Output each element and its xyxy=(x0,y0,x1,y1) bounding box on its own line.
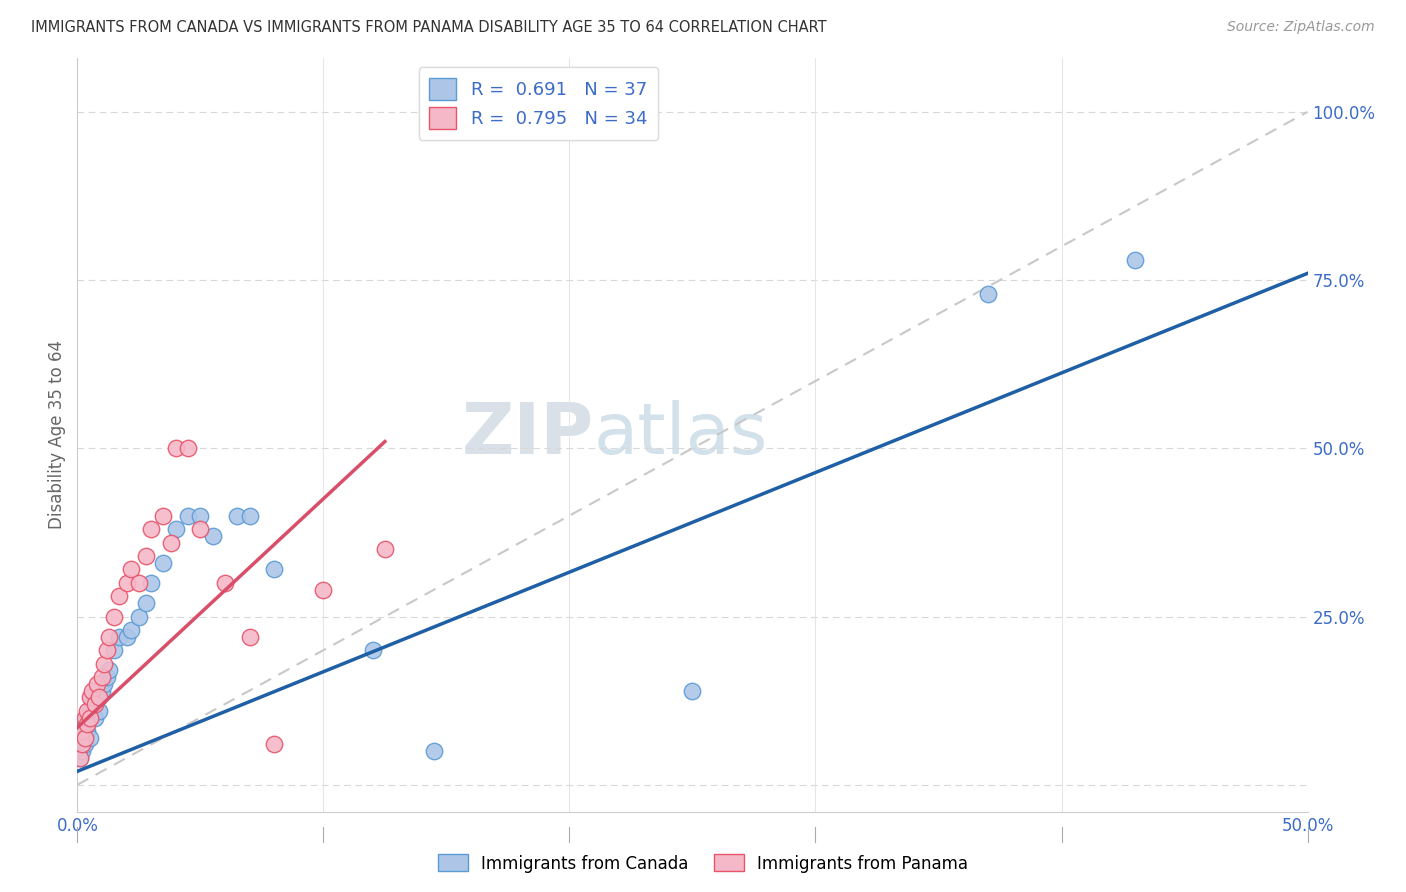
Point xyxy=(76,710,98,724)
Text: IMMIGRANTS FROM CANADA VS IMMIGRANTS FROM PANAMA DISABILITY AGE 35 TO 64 CORRELA: IMMIGRANTS FROM CANADA VS IMMIGRANTS FRO… xyxy=(31,20,827,35)
Point xyxy=(103,643,125,657)
Point xyxy=(90,670,114,684)
Point xyxy=(177,442,200,456)
Point xyxy=(98,664,121,678)
Point xyxy=(128,575,150,590)
Point xyxy=(70,738,93,752)
Point xyxy=(79,731,101,745)
Point xyxy=(70,723,93,738)
Y-axis label: Disability Age 35 to 64: Disability Age 35 to 64 xyxy=(48,341,66,529)
Point xyxy=(135,596,157,610)
Point xyxy=(96,670,118,684)
Point xyxy=(69,751,91,765)
Point xyxy=(82,683,104,698)
Point xyxy=(93,657,115,671)
Point xyxy=(70,731,93,745)
Point xyxy=(141,575,163,590)
Point xyxy=(188,522,212,536)
Point xyxy=(79,704,101,718)
Point xyxy=(73,731,96,745)
Point xyxy=(83,697,105,711)
Legend: R =  0.691   N = 37, R =  0.795   N = 34: R = 0.691 N = 37, R = 0.795 N = 34 xyxy=(419,67,658,140)
Point xyxy=(103,609,125,624)
Point xyxy=(239,630,262,644)
Point xyxy=(83,710,105,724)
Point xyxy=(165,442,187,456)
Text: atlas: atlas xyxy=(595,401,769,469)
Point xyxy=(682,683,704,698)
Text: ZIP: ZIP xyxy=(461,401,595,469)
Point xyxy=(73,710,96,724)
Point xyxy=(214,575,236,590)
Point xyxy=(86,690,108,705)
Point xyxy=(361,643,384,657)
Point xyxy=(312,582,335,597)
Point xyxy=(93,677,115,691)
Point xyxy=(96,643,118,657)
Point xyxy=(79,690,101,705)
Point xyxy=(374,542,396,557)
Point xyxy=(79,710,101,724)
Point xyxy=(76,704,98,718)
Text: Source: ZipAtlas.com: Source: ZipAtlas.com xyxy=(1227,20,1375,34)
Point xyxy=(152,508,174,523)
Point xyxy=(160,535,183,549)
Point xyxy=(108,630,131,644)
Point xyxy=(239,508,262,523)
Point xyxy=(152,556,174,570)
Point xyxy=(108,590,131,604)
Point xyxy=(86,677,108,691)
Point xyxy=(263,738,285,752)
Point xyxy=(98,630,121,644)
Point xyxy=(423,744,446,758)
Point xyxy=(188,508,212,523)
Point xyxy=(89,690,111,705)
Point xyxy=(1125,252,1147,267)
Point xyxy=(121,623,143,637)
Point xyxy=(177,508,200,523)
Point xyxy=(141,522,163,536)
Point xyxy=(165,522,187,536)
Point xyxy=(115,630,138,644)
Point xyxy=(69,751,91,765)
Point xyxy=(73,717,96,731)
Point xyxy=(70,744,93,758)
Point xyxy=(89,704,111,718)
Point xyxy=(76,723,98,738)
Point xyxy=(201,529,224,543)
Point xyxy=(226,508,249,523)
Point xyxy=(135,549,157,563)
Point xyxy=(263,562,285,576)
Point xyxy=(115,575,138,590)
Point xyxy=(73,738,96,752)
Point xyxy=(90,683,114,698)
Point xyxy=(121,562,143,576)
Point xyxy=(82,697,104,711)
Point xyxy=(977,286,1000,301)
Point xyxy=(128,609,150,624)
Legend: Immigrants from Canada, Immigrants from Panama: Immigrants from Canada, Immigrants from … xyxy=(432,847,974,880)
Point xyxy=(76,717,98,731)
